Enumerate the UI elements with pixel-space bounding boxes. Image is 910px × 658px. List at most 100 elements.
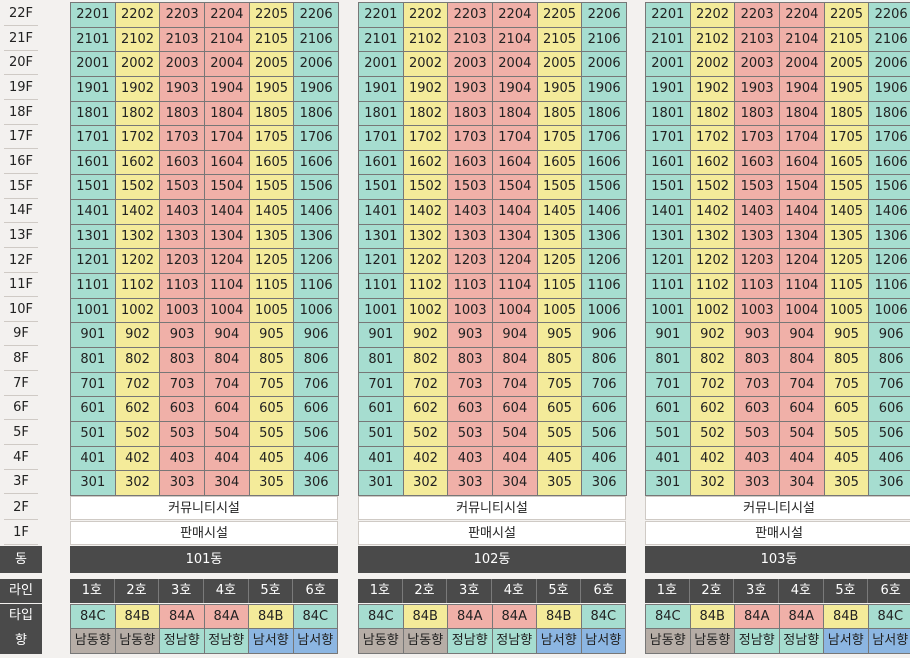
unit-cell[interactable]: 1804 xyxy=(205,101,250,127)
unit-cell[interactable]: 1205 xyxy=(537,249,583,275)
unit-cell[interactable]: 1604 xyxy=(780,150,825,176)
unit-cell[interactable]: 1802 xyxy=(115,101,161,127)
unit-cell[interactable]: 1602 xyxy=(690,150,736,176)
unit-cell[interactable]: 603 xyxy=(448,397,493,422)
unit-cell[interactable]: 2103 xyxy=(448,27,493,53)
unit-cell[interactable]: 505 xyxy=(824,421,870,447)
unit-cell[interactable]: 1204 xyxy=(493,249,538,275)
unit-cell[interactable]: 1703 xyxy=(160,126,205,151)
unit-cell[interactable]: 1502 xyxy=(403,175,449,201)
unit-cell[interactable]: 1404 xyxy=(493,200,538,225)
unit-cell[interactable]: 703 xyxy=(448,372,493,398)
unit-cell[interactable]: 604 xyxy=(493,397,538,422)
unit-cell[interactable]: 2206 xyxy=(869,3,910,28)
unit-cell[interactable]: 401 xyxy=(359,446,404,472)
unit-cell[interactable]: 1702 xyxy=(403,126,449,151)
unit-cell[interactable]: 2201 xyxy=(71,3,116,28)
unit-cell[interactable]: 1901 xyxy=(646,76,691,102)
unit-cell[interactable]: 1605 xyxy=(824,150,870,176)
unit-cell[interactable]: 1006 xyxy=(294,298,339,324)
unit-cell[interactable]: 1905 xyxy=(537,76,583,102)
unit-cell[interactable]: 803 xyxy=(448,347,493,373)
unit-cell[interactable]: 404 xyxy=(205,446,250,472)
unit-cell[interactable]: 2003 xyxy=(448,52,493,77)
unit-cell[interactable]: 501 xyxy=(359,421,404,447)
unit-cell[interactable]: 1906 xyxy=(294,76,339,102)
unit-cell[interactable]: 2001 xyxy=(359,52,404,77)
unit-cell[interactable]: 1402 xyxy=(690,200,736,225)
unit-cell[interactable]: 1406 xyxy=(294,200,339,225)
unit-cell[interactable]: 1001 xyxy=(359,298,404,324)
unit-cell[interactable]: 1205 xyxy=(824,249,870,275)
unit-cell[interactable]: 902 xyxy=(403,323,449,348)
unit-cell[interactable]: 705 xyxy=(824,372,870,398)
unit-cell[interactable]: 1101 xyxy=(71,274,116,299)
unit-cell[interactable]: 2203 xyxy=(448,3,493,28)
unit-cell[interactable]: 2201 xyxy=(359,3,404,28)
unit-cell[interactable]: 2005 xyxy=(537,52,583,77)
unit-cell[interactable]: 1805 xyxy=(824,101,870,127)
unit-cell[interactable]: 1302 xyxy=(115,224,161,250)
unit-cell[interactable]: 604 xyxy=(205,397,250,422)
unit-cell[interactable]: 904 xyxy=(205,323,250,348)
unit-cell[interactable]: 1703 xyxy=(735,126,780,151)
unit-cell[interactable]: 903 xyxy=(448,323,493,348)
unit-cell[interactable]: 405 xyxy=(537,446,583,472)
unit-cell[interactable]: 1305 xyxy=(824,224,870,250)
unit-cell[interactable]: 601 xyxy=(71,397,116,422)
unit-cell[interactable]: 1406 xyxy=(869,200,910,225)
unit-cell[interactable]: 402 xyxy=(115,446,161,472)
unit-cell[interactable]: 1801 xyxy=(71,101,116,127)
unit-cell[interactable]: 1506 xyxy=(294,175,339,201)
unit-cell[interactable]: 702 xyxy=(690,372,736,398)
unit-cell[interactable]: 2102 xyxy=(690,27,736,53)
unit-cell[interactable]: 1705 xyxy=(824,126,870,151)
unit-cell[interactable]: 1902 xyxy=(115,76,161,102)
unit-cell[interactable]: 1701 xyxy=(71,126,116,151)
unit-cell[interactable]: 2204 xyxy=(493,3,538,28)
unit-cell[interactable]: 1602 xyxy=(403,150,449,176)
unit-cell[interactable]: 1802 xyxy=(403,101,449,127)
unit-cell[interactable]: 1701 xyxy=(646,126,691,151)
unit-cell[interactable]: 305 xyxy=(824,471,870,496)
unit-cell[interactable]: 1201 xyxy=(359,249,404,275)
unit-cell[interactable]: 1406 xyxy=(582,200,627,225)
unit-cell[interactable]: 1606 xyxy=(869,150,910,176)
unit-cell[interactable]: 1706 xyxy=(582,126,627,151)
unit-cell[interactable]: 306 xyxy=(294,471,339,496)
unit-cell[interactable]: 406 xyxy=(294,446,339,472)
unit-cell[interactable]: 601 xyxy=(646,397,691,422)
unit-cell[interactable]: 801 xyxy=(359,347,404,373)
unit-cell[interactable]: 2004 xyxy=(780,52,825,77)
unit-cell[interactable]: 303 xyxy=(448,471,493,496)
unit-cell[interactable]: 602 xyxy=(115,397,161,422)
unit-cell[interactable]: 1203 xyxy=(735,249,780,275)
unit-cell[interactable]: 1803 xyxy=(735,101,780,127)
unit-cell[interactable]: 305 xyxy=(537,471,583,496)
unit-cell[interactable]: 1502 xyxy=(690,175,736,201)
unit-cell[interactable]: 1405 xyxy=(537,200,583,225)
unit-cell[interactable]: 302 xyxy=(690,471,736,496)
unit-cell[interactable]: 2001 xyxy=(646,52,691,77)
unit-cell[interactable]: 1902 xyxy=(690,76,736,102)
unit-cell[interactable]: 1904 xyxy=(780,76,825,102)
unit-cell[interactable]: 805 xyxy=(249,347,295,373)
unit-cell[interactable]: 801 xyxy=(71,347,116,373)
unit-cell[interactable]: 2202 xyxy=(690,3,736,28)
unit-cell[interactable]: 2205 xyxy=(249,3,295,28)
unit-cell[interactable]: 2006 xyxy=(582,52,627,77)
unit-cell[interactable]: 1603 xyxy=(735,150,780,176)
unit-cell[interactable]: 2101 xyxy=(646,27,691,53)
unit-cell[interactable]: 1002 xyxy=(403,298,449,324)
unit-cell[interactable]: 2104 xyxy=(780,27,825,53)
unit-cell[interactable]: 2101 xyxy=(71,27,116,53)
unit-cell[interactable]: 1905 xyxy=(249,76,295,102)
unit-cell[interactable]: 904 xyxy=(493,323,538,348)
unit-cell[interactable]: 1303 xyxy=(160,224,205,250)
unit-cell[interactable]: 402 xyxy=(403,446,449,472)
unit-cell[interactable]: 806 xyxy=(582,347,627,373)
unit-cell[interactable]: 1503 xyxy=(448,175,493,201)
unit-cell[interactable]: 1106 xyxy=(582,274,627,299)
unit-cell[interactable]: 1206 xyxy=(582,249,627,275)
unit-cell[interactable]: 1401 xyxy=(71,200,116,225)
